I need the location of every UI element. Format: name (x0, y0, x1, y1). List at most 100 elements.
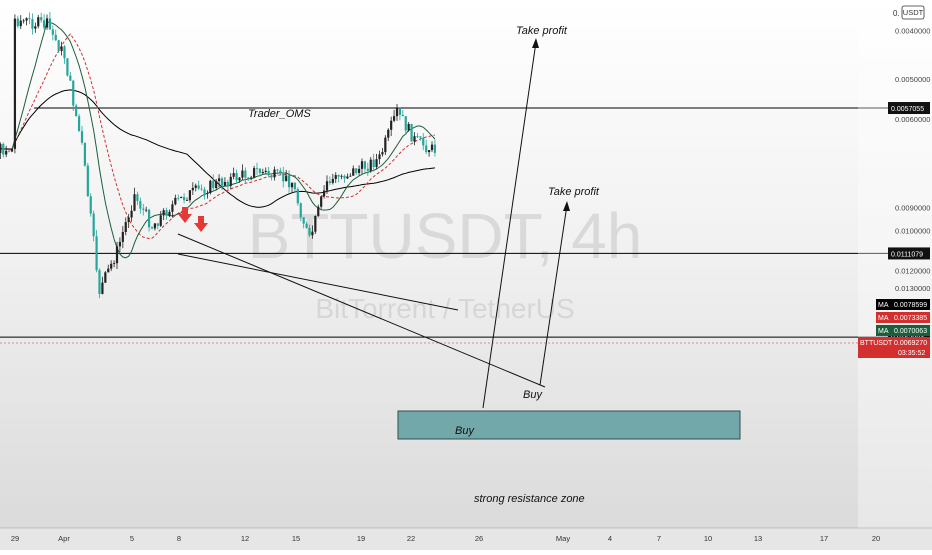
ma-badge-1-bg (876, 299, 930, 310)
ma-mid-line (0, 33, 435, 240)
descending-trendline (177, 233, 546, 388)
candle-body (95, 236, 98, 271)
time-tick-11: 7 (657, 534, 661, 543)
candle-body (279, 170, 282, 173)
candle-body (0, 143, 2, 154)
candle-body (89, 196, 92, 214)
candle-body (147, 209, 151, 228)
currency-badge-label: USDT (903, 8, 924, 17)
candle-body (60, 46, 63, 51)
candle-body (22, 20, 25, 22)
price-tick-8: 0.0050000 (895, 75, 930, 84)
resistance-zone-label: strong resistance zone (474, 493, 585, 505)
candle-body (200, 188, 203, 190)
ma-badge-2-value: 0.0073385 (894, 315, 927, 322)
candle-body (305, 223, 308, 228)
candle-body (51, 29, 54, 35)
candle-body (381, 152, 384, 155)
buy-label-1: Buy (523, 389, 543, 401)
candle-body (331, 178, 334, 183)
candle-body (159, 215, 162, 226)
candle-body (349, 175, 352, 177)
time-axis-bg (0, 528, 932, 550)
candle-body (311, 231, 314, 236)
candle-body (57, 40, 60, 51)
take-profit-label-1: Take profit (516, 25, 568, 37)
candle-body (150, 227, 154, 229)
price-tick-5: 0.0100000 (895, 227, 930, 236)
candle-body (206, 193, 209, 194)
candle-body (343, 175, 346, 179)
candle-body (340, 175, 343, 177)
candle-body (290, 182, 294, 188)
time-tick-15: 20 (872, 534, 880, 543)
candle-body (28, 18, 31, 20)
price-tick-4: 0.0120000 (895, 266, 930, 275)
candle-body (13, 18, 17, 149)
last-price-badge-bg (858, 337, 930, 358)
time-tick-2: 5 (130, 534, 134, 543)
candle-body (37, 17, 40, 27)
candle-body (145, 209, 148, 211)
candle-body (83, 142, 87, 166)
candle-body (346, 176, 349, 179)
candle-body (427, 150, 431, 153)
candle-body (72, 80, 75, 106)
candle-body (282, 172, 285, 182)
candle-body (422, 137, 425, 146)
watermark-description: BitTorrent / TetherUS (315, 293, 574, 324)
ma-badge-1: MA 0.0078599 (876, 299, 930, 310)
candle-body (320, 196, 323, 207)
candle-body (378, 154, 381, 160)
price-tick-7: 0.0060000 (895, 115, 930, 124)
candle-body (255, 168, 259, 169)
candle-body (124, 222, 127, 232)
last-price-symbol: BTTUSDT (860, 340, 893, 347)
time-tick-1: Apr (58, 534, 70, 543)
candle-body (203, 189, 206, 194)
candle-body (392, 116, 396, 121)
time-tick-13: 13 (754, 534, 762, 543)
candle-body (384, 137, 387, 153)
candle-body (77, 116, 81, 132)
candle-body (238, 177, 241, 181)
candle-body (197, 185, 200, 189)
candle-body (328, 181, 332, 183)
candle-body (10, 148, 14, 152)
candle-body (375, 159, 378, 168)
candle-body (185, 200, 189, 202)
candle-body (54, 34, 57, 41)
candle-body (308, 227, 311, 236)
take-profit-arrow-2-line (539, 204, 568, 386)
candle-body (293, 182, 297, 190)
buy-label-2: Buy (455, 425, 475, 437)
candle-body (48, 18, 52, 30)
candle-body (7, 150, 11, 152)
take-profit-arrow-1-line (482, 41, 537, 409)
time-tick-3: 8 (177, 534, 181, 543)
levels-layer (0, 107, 888, 338)
time-tick-9: May (556, 534, 570, 543)
candle-body (156, 223, 159, 226)
candle-body (247, 177, 250, 179)
level-badge-1: 0.0111079 (891, 251, 923, 258)
candle-body (104, 272, 107, 283)
candle-body (177, 197, 180, 199)
price-tick-6: 0.0090000 (895, 204, 930, 213)
candle-body (80, 131, 84, 143)
candle-body (110, 263, 113, 269)
ma-layer (0, 21, 436, 259)
currency-badge-box[interactable] (901, 5, 925, 20)
candle-body (395, 108, 399, 117)
candle-body (118, 241, 122, 247)
time-tick-6: 19 (357, 534, 365, 543)
candle-body (217, 178, 221, 182)
candle-body (66, 58, 69, 76)
candle-body (86, 165, 89, 197)
author-label: Trader_OMS (248, 108, 311, 120)
candle-body (40, 17, 43, 21)
candle-body (232, 173, 235, 177)
candle-body (194, 185, 197, 188)
candle-body (244, 170, 247, 178)
